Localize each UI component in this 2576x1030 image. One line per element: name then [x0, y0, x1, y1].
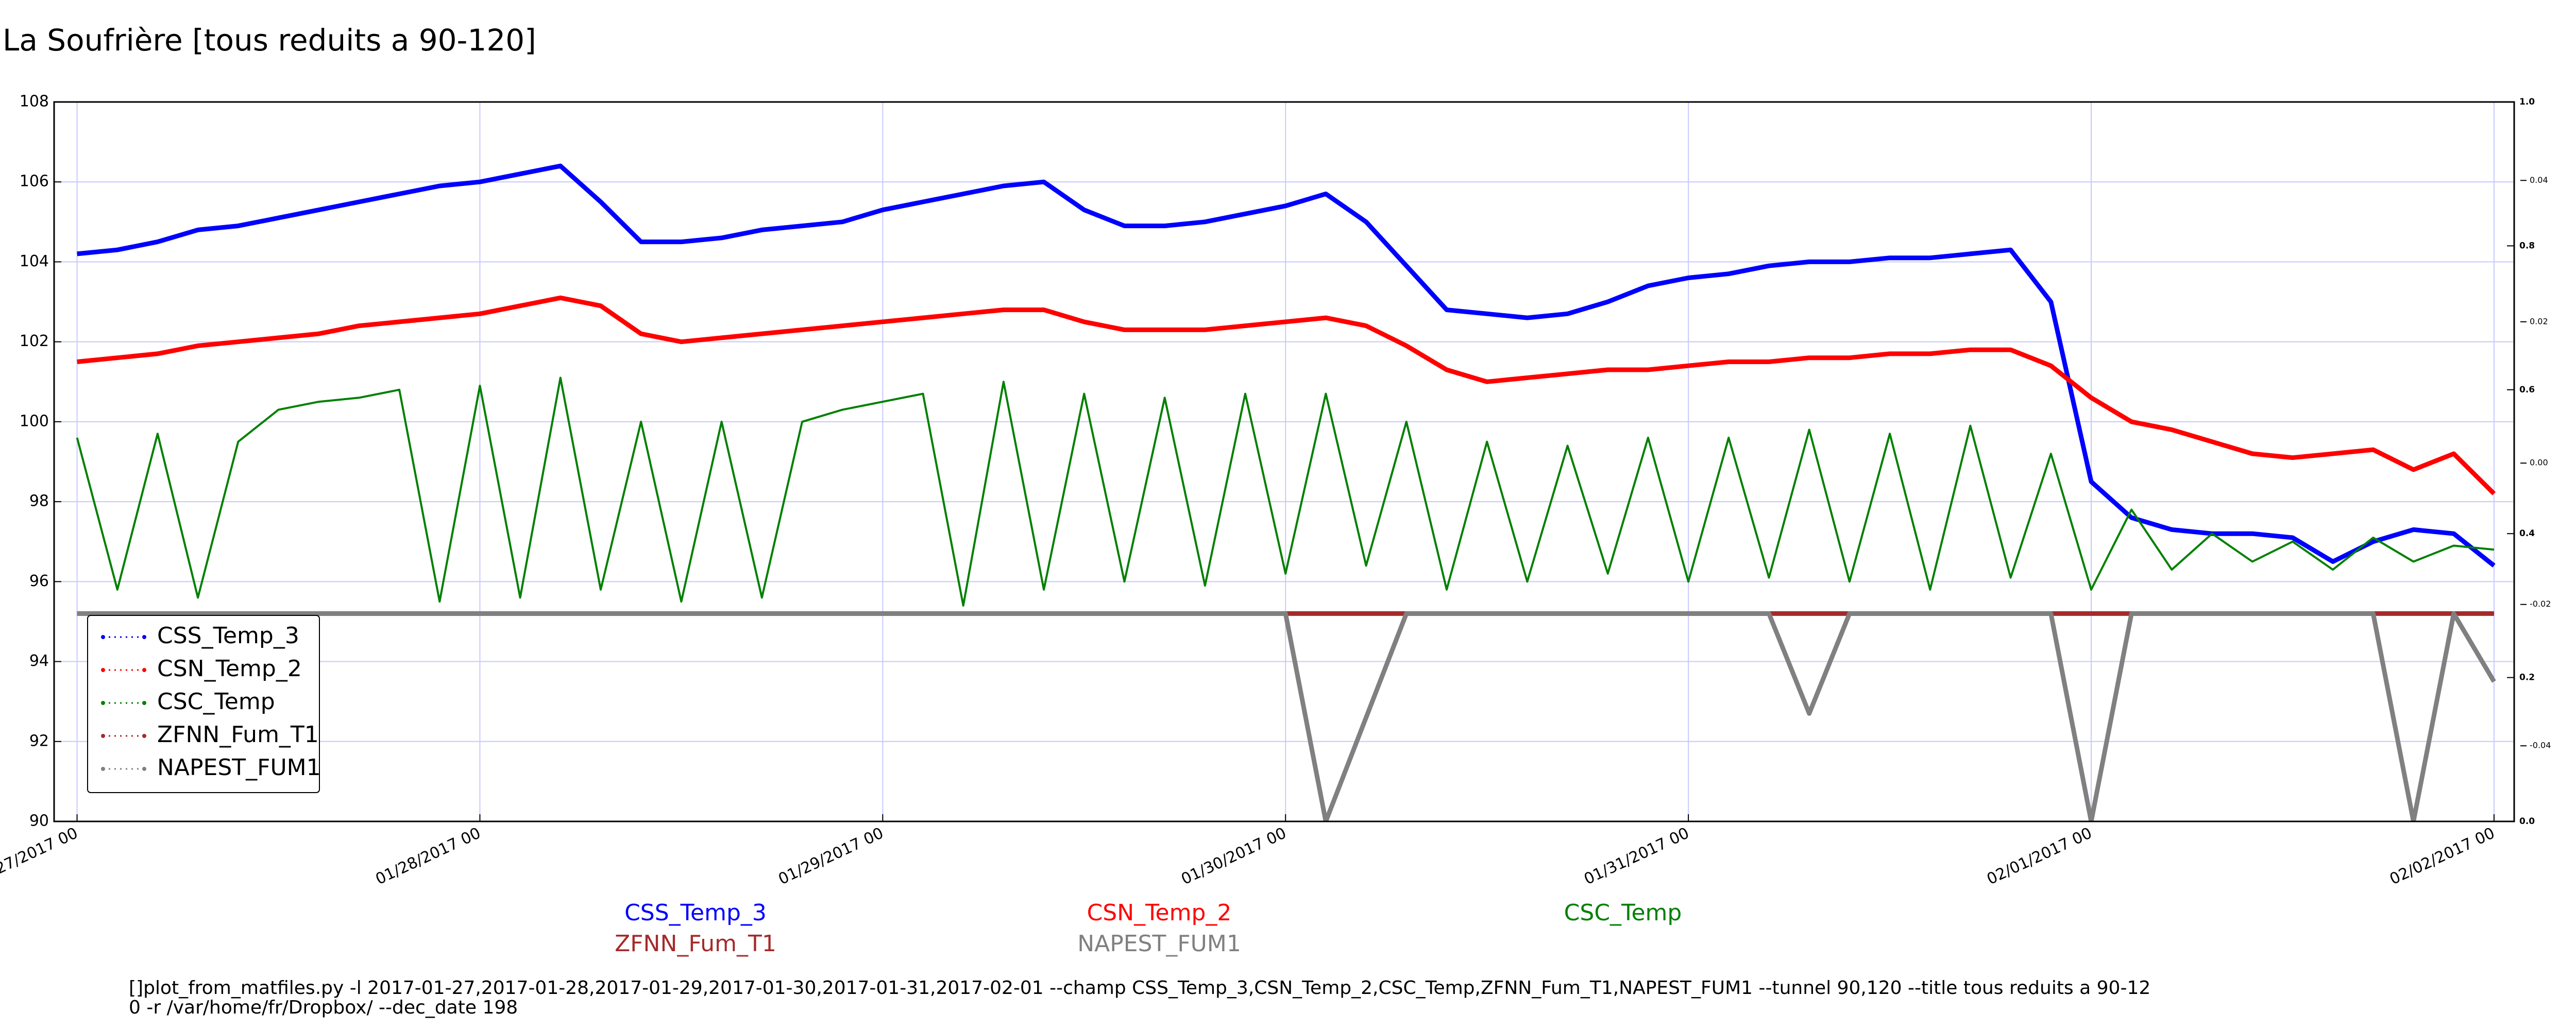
x-tick-label: 01/31/2017 00: [1581, 824, 1692, 888]
figure-legend-label: CSS_Temp_3: [624, 900, 767, 926]
x-tick-label: 01/27/2017 00: [0, 824, 81, 888]
y-tick-label: 104: [20, 252, 49, 270]
series-line: [77, 611, 2496, 821]
legend-marker: [142, 701, 146, 705]
legend-marker: [101, 734, 105, 738]
x-tick-label: 01/28/2017 00: [373, 824, 484, 888]
legend-box: [87, 615, 320, 793]
legend-label: CSS_Temp_3: [157, 623, 299, 649]
legend-marker: [101, 635, 105, 639]
y-tick-label: 108: [20, 93, 49, 111]
y-tick-label: 96: [29, 572, 49, 590]
legend-marker: [142, 668, 146, 672]
y2-tick-label: 0.8: [2519, 241, 2535, 251]
y2-tick-label: 0.2: [2519, 673, 2535, 683]
y2-tick-label: 0.6: [2519, 385, 2535, 395]
legend-label: CSN_Temp_2: [157, 656, 302, 682]
legend-marker: [101, 668, 105, 672]
legend-label: CSC_Temp: [157, 689, 275, 715]
y-tick-label: 102: [20, 332, 49, 350]
x-tick-label: 02/02/2017 00: [2387, 824, 2498, 888]
y3-tick-label: 0.02: [2530, 316, 2548, 326]
legend-label: NAPEST_FUM1: [157, 754, 321, 781]
legend-marker: [101, 767, 105, 771]
legend-marker: [101, 701, 105, 705]
y-tick-label: 100: [20, 412, 49, 430]
command-line: []plot_from_matfiles.py -l 2017-01-27,20…: [129, 977, 2150, 999]
y2-tick-label: 0.0: [2519, 816, 2535, 827]
legend-marker: [142, 767, 146, 771]
y2-tick-label: 0.4: [2519, 528, 2535, 539]
x-tick-label: 01/30/2017 00: [1178, 824, 1289, 888]
legend-marker: [142, 734, 146, 738]
x-tick-label: 01/29/2017 00: [776, 824, 887, 888]
y-tick-label: 94: [29, 652, 49, 670]
x-tick-label: 02/01/2017 00: [1984, 824, 2095, 888]
y-tick-label: 98: [29, 492, 49, 510]
figure-legend-label: CSC_Temp: [1564, 900, 1682, 926]
y-tick-label: 90: [29, 812, 49, 830]
figure-legend-label: ZFNN_Fum_T1: [615, 931, 776, 957]
legend-label: ZFNN_Fum_T1: [157, 722, 319, 748]
y-tick-label: 92: [29, 732, 49, 750]
y3-tick-label: -0.02: [2530, 599, 2551, 609]
series-line: [76, 376, 2495, 607]
y2-tick-label: 1.0: [2519, 97, 2535, 107]
figure-legend-label: NAPEST_FUM1: [1077, 931, 1241, 957]
series-line: [77, 295, 2496, 495]
y-tick-label: 106: [20, 173, 49, 191]
y3-tick-label: 0.00: [2530, 458, 2548, 468]
plot-frame: [53, 101, 2515, 822]
y3-tick-label: 0.04: [2530, 175, 2548, 185]
series-line: [77, 163, 2496, 568]
legend-marker: [142, 635, 146, 639]
chart-title: La Soufrière [tous reduits a 90-120]: [3, 23, 536, 58]
figure-legend-label: CSN_Temp_2: [1087, 900, 1232, 926]
command-line: 0 -r /var/home/fr/Dropbox/ --dec_date 19…: [129, 997, 518, 1018]
y3-tick-label: -0.04: [2530, 741, 2551, 750]
